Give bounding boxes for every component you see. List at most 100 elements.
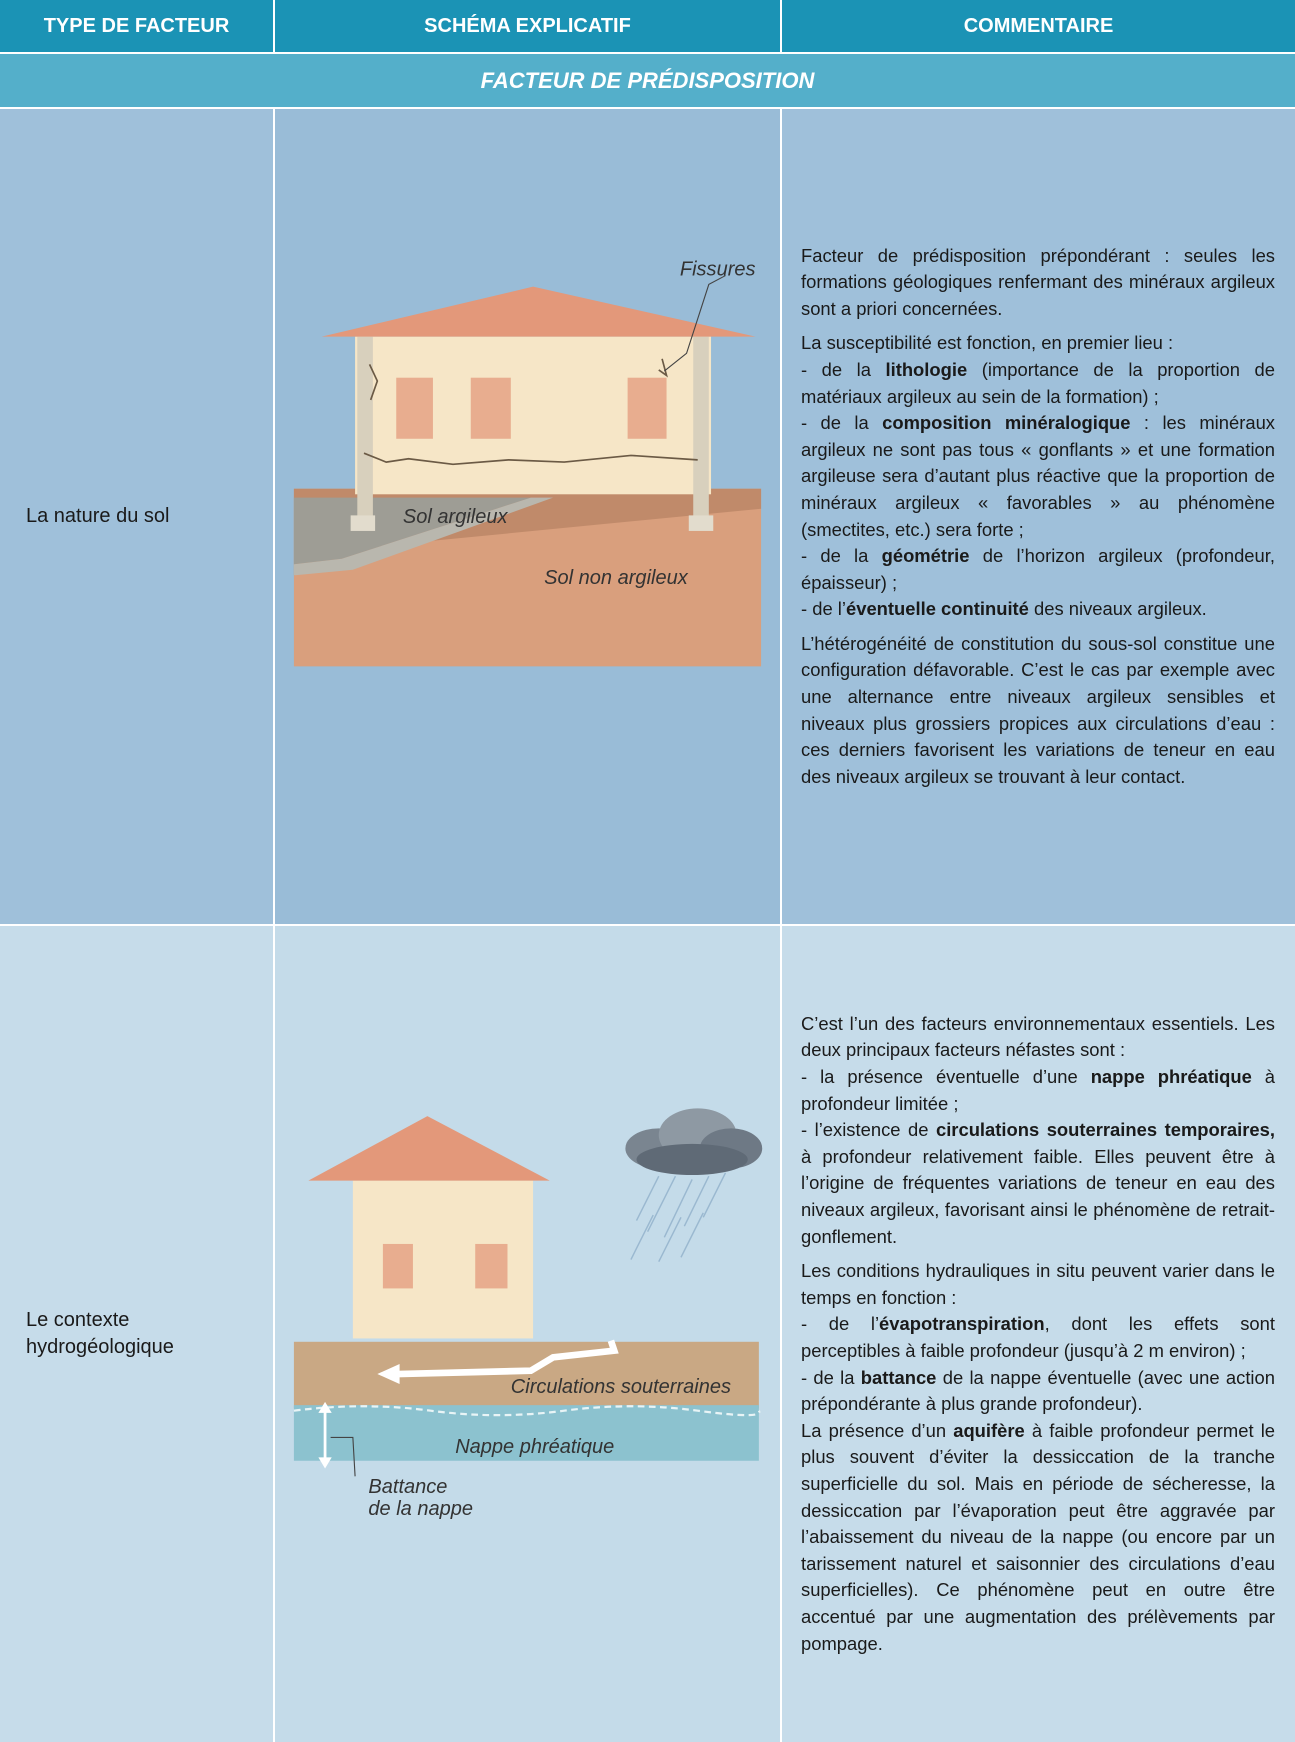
leader-line [330, 1436, 356, 1477]
arrow-head [318, 1457, 332, 1469]
comment-run: - l’existence de [801, 1119, 936, 1141]
clay-layer [293, 497, 531, 565]
diagram-label: Nappe phréatique [455, 1436, 614, 1458]
water-table [293, 1405, 759, 1461]
comment-cell: Facteur de prédisposition prépondérant :… [782, 109, 1295, 924]
comment-run: - de la [801, 545, 882, 567]
diagram-label: de la nappe [368, 1498, 473, 1520]
diagram-label: Circulations souterraines [511, 1376, 731, 1398]
comment-run: : les minéraux argileux ne sont pas tous… [801, 412, 1275, 540]
comment-line: - la présence éventuelle d’une nappe phr… [801, 1064, 1275, 1117]
roof [308, 1116, 550, 1181]
comment-line: - de la lithologie (importance de la pro… [801, 357, 1275, 410]
comment-line: - de l’éventuelle continuité des niveaux… [801, 596, 1275, 623]
comment-bold: composition minéralogique [882, 412, 1131, 434]
comment-run: - de la [801, 412, 883, 434]
comment-run: - de la [801, 358, 886, 380]
comment-line: - de la battance de la nappe éventuelle … [801, 1365, 1275, 1418]
comment-bold: battance [860, 1366, 937, 1388]
diagram-label: Sol non argileux [544, 567, 689, 589]
comment-run: des niveaux argileux. [1028, 598, 1207, 620]
comment-line: La susceptibilité est fonction, en premi… [801, 330, 1275, 357]
comment-bold: évapotranspiration [879, 1313, 1045, 1335]
comment-run: L’hétérogénéité de constitution du sous-… [801, 632, 1275, 787]
rain [630, 1172, 727, 1263]
leader-line [663, 275, 726, 372]
window [382, 1243, 413, 1289]
header-cell: COMMENTAIRE [782, 0, 1295, 52]
pillar [693, 336, 709, 520]
crack [658, 358, 668, 378]
diagram-label: Fissures [680, 259, 756, 281]
comment-run: Facteur de prédisposition prépondérant :… [801, 244, 1275, 319]
comment-line: L’hétérogénéité de constitution du sous-… [801, 631, 1275, 791]
comment-line: Les conditions hydrauliques in situ peuv… [801, 1258, 1275, 1311]
header-text: COMMENTAIRE [963, 14, 1114, 37]
type-text: La nature du sol [26, 505, 170, 527]
comment-run: de l’horizon argileux (profondeur, épais… [801, 545, 1275, 593]
comment-run: - de la [801, 1366, 861, 1388]
comment-run: C’est l’un des facteurs environnementaux… [801, 1012, 1275, 1061]
header-text: TYPE DE FACTEUR [43, 14, 230, 37]
header-cell: TYPE DE FACTEUR [0, 0, 273, 52]
header-text: SCHÉMA EXPLICATIF [424, 14, 631, 37]
comment-bold: circulations souterraines temporaires, [935, 1119, 1275, 1141]
diagram-hydro: Circulations souterraines Nappe phréatiq… [275, 926, 780, 1742]
comment-bold: éventuelle continuité [845, 598, 1029, 620]
comment-run: La présence d’un [801, 1419, 954, 1441]
arrow-head [377, 1364, 400, 1385]
footing [350, 515, 376, 531]
diagram-cell: Circulations souterraines Nappe phréatiq… [275, 926, 780, 1742]
comment-text: C’est l’un des facteurs environnementaux… [801, 1011, 1275, 1657]
window [627, 377, 667, 439]
comment-cell: C’est l’un des facteurs environnementaux… [782, 926, 1295, 1742]
type-cell: Le contexte hydrogéologique [0, 926, 273, 1742]
comment-line: C’est l’un des facteurs environnementaux… [801, 1011, 1275, 1064]
section-row: FACTEUR DE PRÉDISPOSITION [0, 54, 1295, 107]
comment-run: (importance de la proportion de matériau… [801, 358, 1275, 407]
window [396, 377, 433, 439]
crack [363, 452, 698, 466]
water-line [293, 1405, 761, 1417]
window [475, 1243, 508, 1289]
header-cell: SCHÉMA EXPLICATIF [275, 0, 780, 52]
comment-run: à faible profondeur permet le plus souve… [801, 1419, 1276, 1654]
comment-run: à profondeur relativement faible. Elles … [801, 1145, 1275, 1247]
comment-run: - de l’ [801, 1313, 880, 1335]
flow-arrow [397, 1339, 619, 1378]
diagram-soil: Fissures Sol argileux Sol non argileux [275, 109, 780, 924]
comment-text: Facteur de prédisposition prépondérant :… [801, 243, 1275, 791]
comment-run: - de l’ [801, 598, 846, 620]
clay-edge [293, 497, 554, 576]
footing [688, 515, 714, 531]
window [470, 377, 511, 439]
comment-line: La présence d’un aquifère à faible profo… [801, 1418, 1275, 1657]
comment-run: Les conditions hydrauliques in situ peuv… [801, 1260, 1275, 1308]
comment-line: - de la composition minéralogique : les … [801, 410, 1275, 543]
cloud [625, 1108, 763, 1176]
pillar [357, 336, 373, 520]
comment-bold: lithologie [885, 358, 968, 380]
ground [293, 1341, 759, 1409]
comment-run: de la nappe éventuelle (avec une action … [801, 1366, 1275, 1415]
crack [368, 364, 379, 401]
comment-bold: aquifère [953, 1419, 1025, 1441]
comment-line: Facteur de prédisposition prépondérant :… [801, 243, 1275, 323]
comment-line: - de l’évapotranspiration, dont les effe… [801, 1311, 1275, 1364]
roof [321, 286, 756, 337]
type-cell: La nature du sol [0, 109, 273, 924]
comment-line: - de la géométrie de l’horizon argileux … [801, 543, 1275, 596]
comment-run: - la présence éventuelle d’une [801, 1066, 1091, 1088]
diagram-label: Sol argileux [403, 506, 509, 528]
section-title: FACTEUR DE PRÉDISPOSITION [480, 67, 815, 93]
type-text: Le contexte hydrogéologique [26, 1309, 174, 1358]
comment-line: - l’existence de circulations souterrain… [801, 1117, 1275, 1250]
comment-run: La susceptibilité est fonction, en premi… [801, 332, 1174, 354]
diagram-cell: Fissures Sol argileux Sol non argileux [275, 109, 780, 924]
comment-run: à profondeur limitée ; [801, 1066, 1276, 1114]
comment-bold: nappe phréatique [1090, 1066, 1252, 1088]
arrow-head [318, 1401, 332, 1413]
